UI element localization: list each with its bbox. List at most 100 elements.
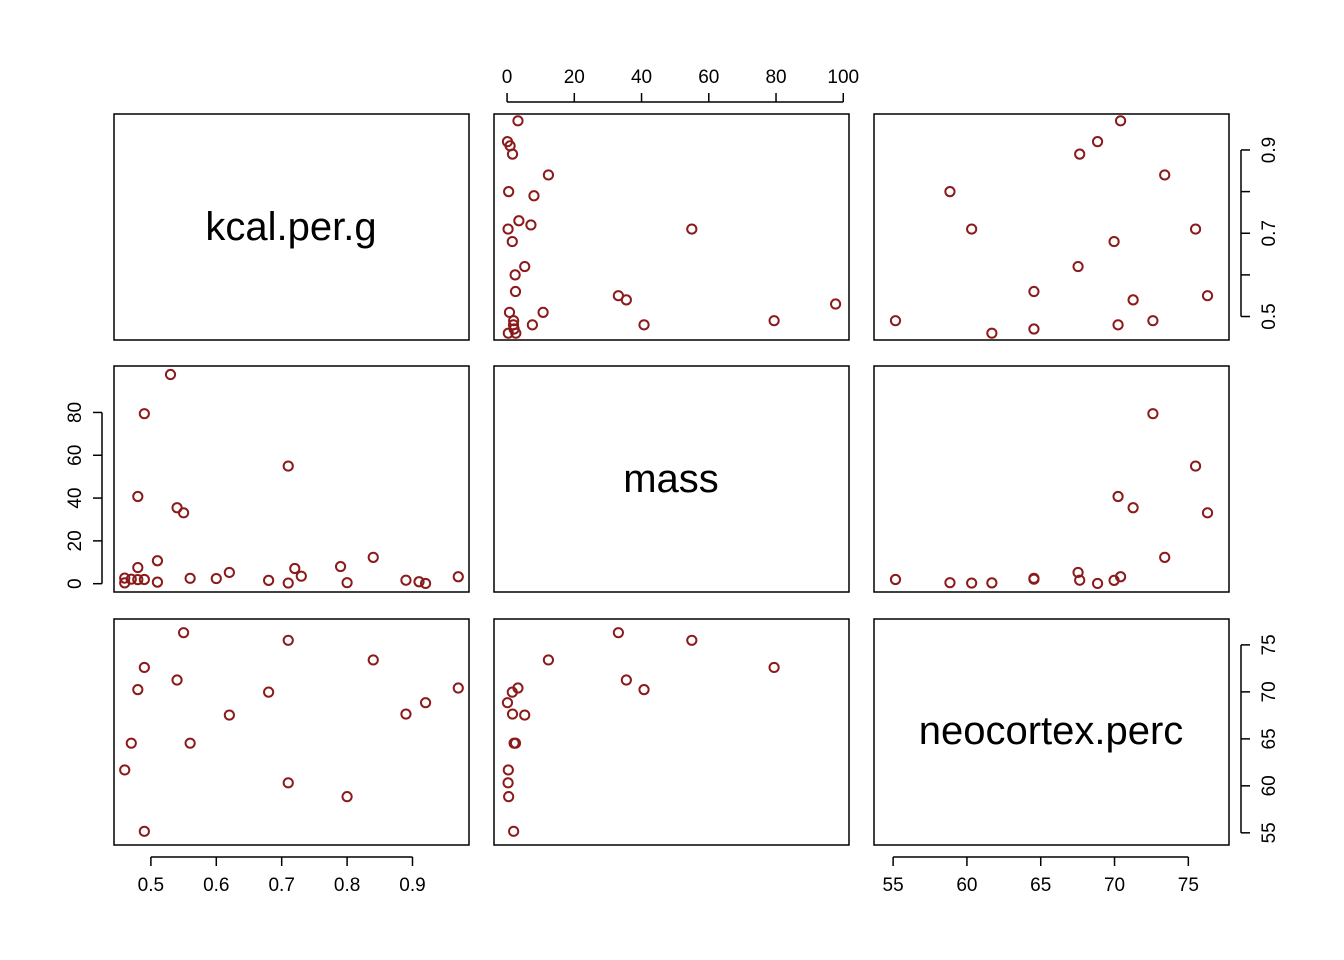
data-point (119, 764, 131, 776)
data-point (1114, 115, 1127, 127)
panel-mass-vs-kcal (493, 113, 850, 341)
panel-neocortex-diagonal (873, 618, 1230, 846)
tick-label: 65 (1259, 728, 1280, 749)
data-point (944, 186, 956, 198)
data-point (502, 764, 514, 776)
data-point (509, 737, 522, 749)
data-point (502, 327, 514, 339)
tick-label: 0 (65, 578, 86, 589)
data-point (419, 697, 432, 709)
data-point (282, 577, 294, 589)
data-point (1028, 285, 1040, 298)
data-point (944, 577, 956, 589)
data-point (184, 572, 196, 584)
data-point (334, 560, 347, 573)
data-point (413, 576, 425, 588)
data-point (164, 368, 177, 381)
data-point (295, 570, 307, 582)
tick-label: 70 (1104, 875, 1125, 896)
data-point (119, 572, 131, 584)
data-point (282, 460, 294, 472)
data-point (508, 825, 520, 837)
data-point (132, 684, 144, 696)
scatter-mass-vs-neocortex.perc (889, 408, 1214, 590)
tick-label: 55 (883, 875, 904, 896)
data-point (184, 737, 196, 749)
data-point (519, 709, 531, 721)
data-point (1108, 235, 1120, 248)
scatter-neocortex.perc-vs-mass (501, 627, 780, 837)
tick-label: 40 (631, 67, 652, 88)
data-point (638, 319, 650, 331)
panel-kcal-vs-neocortex (113, 618, 470, 846)
data-point (512, 682, 524, 694)
data-points (119, 115, 1214, 837)
data-point (151, 576, 164, 588)
diagonal-label-mass: mass (623, 457, 719, 501)
data-point (177, 507, 190, 519)
data-point (1159, 551, 1171, 563)
tick-label: 75 (1259, 634, 1280, 655)
data-point (512, 115, 524, 127)
tick-label: 70 (1259, 681, 1280, 702)
data-point (509, 285, 522, 298)
panel-frames (113, 113, 1230, 846)
y-axis-kcal-right: 0.5 0.7 0.9 (1240, 137, 1280, 330)
data-point (1072, 260, 1084, 273)
data-point (125, 737, 137, 749)
tick-label: 60 (698, 67, 719, 88)
data-point (889, 315, 902, 327)
data-point (506, 708, 519, 720)
panel-kcal-diagonal (113, 113, 470, 341)
tick-label: 0.7 (1259, 220, 1280, 246)
x-axis-kcal-bottom: 0.5 0.6 0.7 0.8 0.9 (138, 856, 426, 896)
data-point (419, 577, 432, 590)
data-point (367, 654, 379, 666)
panel-neocortex-vs-kcal (873, 113, 1230, 341)
data-point (507, 319, 520, 331)
data-point (341, 791, 353, 803)
data-point (210, 572, 222, 585)
data-point (1159, 169, 1171, 181)
data-point (138, 573, 150, 586)
tick-label: 60 (1259, 775, 1280, 796)
data-point (223, 709, 235, 721)
y-axis-mass-left: 0 20 40 60 80 (65, 402, 103, 589)
data-point (526, 319, 538, 331)
data-point (501, 697, 514, 709)
data-point (400, 708, 412, 720)
data-point (966, 577, 978, 589)
data-point (1072, 566, 1084, 579)
tick-label: 0.9 (1259, 137, 1280, 163)
data-point (223, 566, 235, 579)
data-point (504, 140, 516, 152)
tick-label: 0.8 (334, 875, 360, 896)
panel-kcal-vs-mass (113, 365, 470, 593)
data-point (686, 634, 698, 646)
x-axis-mass-top: 0 20 40 60 80 100 (502, 67, 859, 103)
diagonal-label-kcal: kcal.per.g (205, 205, 376, 249)
data-point (528, 190, 540, 202)
data-point (151, 555, 164, 567)
data-point (612, 627, 624, 639)
data-point (400, 574, 412, 586)
data-point (132, 574, 144, 586)
panel-neocortex-vs-mass (873, 365, 1230, 593)
tick-label: 80 (765, 67, 786, 88)
data-point (138, 661, 150, 674)
data-point (263, 574, 275, 586)
tick-label: 60 (65, 445, 86, 466)
tick-label: 60 (956, 875, 977, 896)
data-point (1189, 223, 1202, 235)
tick-label: 0 (502, 67, 513, 88)
data-point (889, 573, 902, 586)
data-point (367, 551, 379, 563)
data-point (1147, 315, 1159, 327)
scatter-kcal.per.g-vs-neocortex.perc (889, 115, 1214, 339)
tick-label: 0.7 (268, 875, 294, 896)
scatter-kcal.per.g-vs-mass (501, 115, 842, 339)
tick-label: 20 (564, 67, 585, 88)
data-point (452, 571, 464, 583)
data-point (1147, 408, 1159, 420)
